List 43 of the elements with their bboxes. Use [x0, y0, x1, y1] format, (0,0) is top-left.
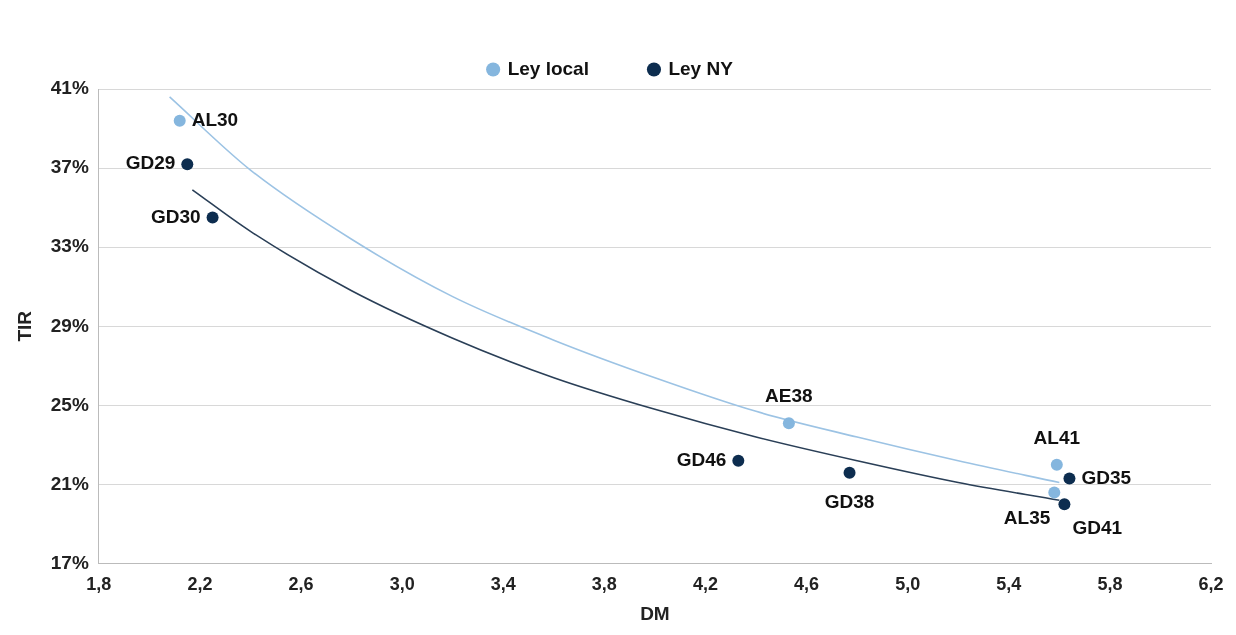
y-tick-label: 29% — [50, 314, 89, 336]
point — [1063, 472, 1076, 485]
x-tick-label: 5,4 — [996, 574, 1022, 595]
x-tick-label: 3,0 — [389, 574, 415, 595]
x-tick-label: 5,8 — [1097, 574, 1123, 595]
annotation: AE38 — [765, 385, 813, 407]
y-axis-title: TIR — [13, 310, 35, 342]
point — [782, 417, 795, 430]
annotation: GD38 — [824, 490, 875, 512]
x-tick-label: 3,8 — [591, 574, 617, 595]
x-tick-label: 4,6 — [794, 574, 820, 595]
y-tick-label: 17% — [50, 551, 89, 573]
legend-label: Ley local — [507, 57, 589, 79]
x-tick-label: 6,2 — [1198, 574, 1224, 595]
annotation: GD35 — [1081, 466, 1132, 488]
point — [1058, 498, 1071, 511]
annotation: GD30 — [150, 205, 201, 227]
point — [1050, 458, 1063, 471]
point — [181, 158, 194, 171]
x-tick-label: 4,2 — [692, 574, 718, 595]
annotation: GD46 — [676, 449, 727, 470]
point — [843, 466, 856, 479]
y-tick-label: 21% — [50, 472, 89, 494]
annotation: AL41 — [1033, 426, 1081, 448]
x-tick-label: 3,4 — [490, 574, 516, 595]
x-tick-label: 2,6 — [288, 574, 314, 595]
point — [1048, 486, 1061, 499]
point — [206, 211, 219, 224]
annotation: GD41 — [1072, 516, 1123, 538]
y-tick-label: 41% — [50, 77, 89, 99]
y-tick-label: 33% — [50, 235, 89, 257]
point — [732, 454, 745, 467]
x-tick-label: 1,8 — [86, 574, 112, 595]
point — [173, 114, 186, 127]
x-tick-label: 2,2 — [187, 574, 213, 595]
y-tick-label: 25% — [50, 393, 89, 415]
annotation: AL35 — [1003, 506, 1051, 528]
annotation: AL30 — [191, 108, 239, 130]
y-tick-label: 37% — [50, 156, 89, 178]
x-axis-title: DM — [640, 602, 670, 624]
annotation: GD29 — [125, 152, 176, 174]
x-tick-label: 5,0 — [895, 574, 921, 595]
legend-label: Ley NY — [668, 57, 734, 79]
